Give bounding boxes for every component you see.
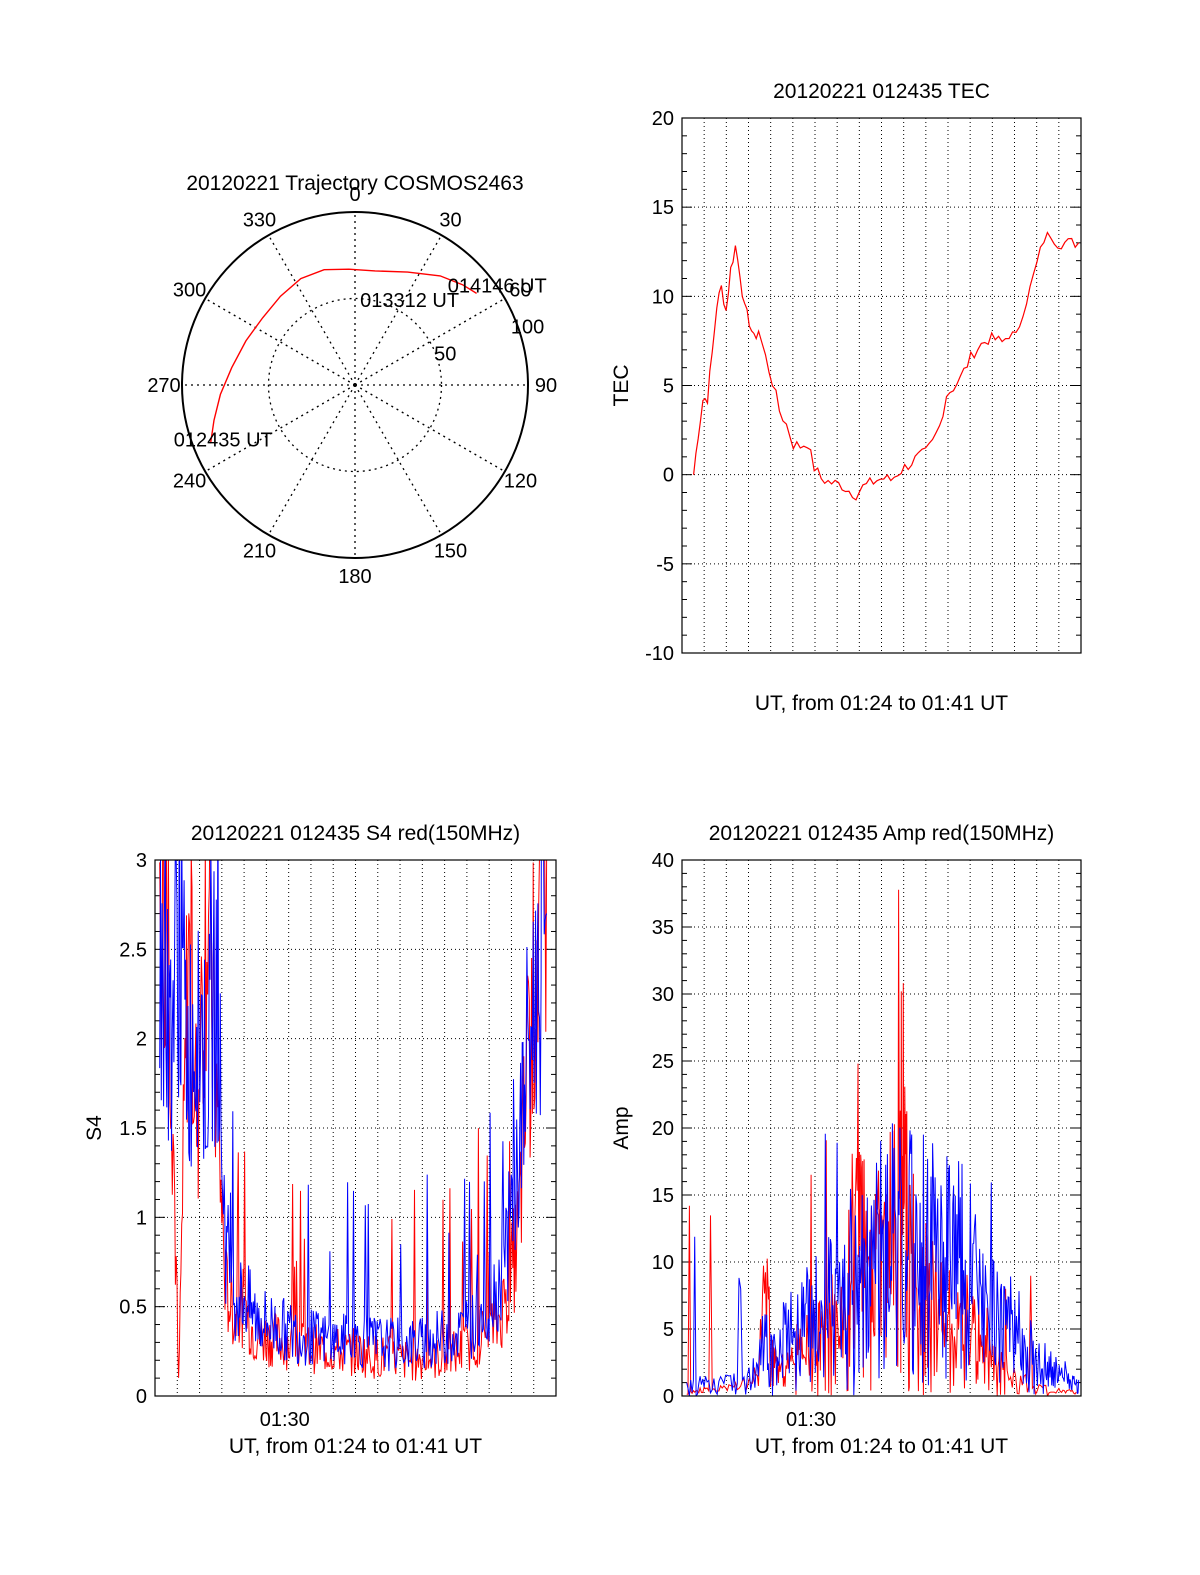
amp-chart: 20120221 012435 Amp red(150MHz) 0 5 10 15 20 2… xyxy=(610,822,1082,1458)
amp-ytick-label: 25 xyxy=(652,1051,674,1073)
amp-series-red xyxy=(686,889,1077,1396)
polar-angle-label: 330 xyxy=(243,210,276,232)
s4-ylabel: S4 xyxy=(83,1115,106,1141)
amp-ylabel: Amp xyxy=(610,1106,633,1149)
tec-ytick-label: 0 xyxy=(663,465,674,487)
s4-series-red xyxy=(159,860,548,1381)
polar-angle-label: 210 xyxy=(243,540,276,562)
tec-ytick-label: -5 xyxy=(656,554,674,576)
polar-angle-label: 90 xyxy=(535,375,557,397)
tec-ytick-label: 20 xyxy=(652,108,674,130)
s4-ytick-label: 2 xyxy=(136,1029,147,1051)
s4-xtick-label: 01:30 xyxy=(260,1409,310,1431)
amp-ytick-label: 20 xyxy=(652,1118,674,1140)
s4-xlabel: UT, from 01:24 to 01:41 UT xyxy=(229,1435,482,1458)
amp-ytick-label: 15 xyxy=(652,1185,674,1207)
amp-ytick-label: 10 xyxy=(652,1252,674,1274)
tec-ytick-label: -10 xyxy=(645,643,674,665)
s4-ytick-label: 1.5 xyxy=(119,1118,147,1140)
tec-ytick-label: 10 xyxy=(652,286,674,308)
amp-frame xyxy=(681,859,1082,1397)
polar-radius-label: 50 xyxy=(434,343,456,365)
polar-spoke xyxy=(267,234,356,386)
amp-xlabel: UT, from 01:24 to 01:41 UT xyxy=(755,1435,1008,1458)
trajectory-annotation: 013312 UT xyxy=(360,290,459,312)
polar-angle-label: 120 xyxy=(504,471,537,493)
polar-angle-label: 150 xyxy=(434,540,467,562)
polar-radius-label: 100 xyxy=(511,317,544,339)
polar-angle-label: 0 xyxy=(349,184,360,206)
trajectory-track xyxy=(209,268,477,444)
amp-ytick-label: 5 xyxy=(663,1319,674,1341)
polar-spoke xyxy=(354,384,443,536)
amp-ytick-label: 30 xyxy=(652,984,674,1006)
s4-ytick-label: 0 xyxy=(136,1386,147,1408)
amp-ytick-label: 0 xyxy=(663,1386,674,1408)
tec-chart: 20120221 012435 TEC -10 -5 0 5 10 15 20 UT, from… xyxy=(610,80,1082,715)
polar-spoke xyxy=(204,384,356,473)
polar-angle-label: 240 xyxy=(173,471,206,493)
amp-ytick-label: 40 xyxy=(652,850,674,872)
amp-ytick-label: 35 xyxy=(652,917,674,939)
s4-ytick-label: 1 xyxy=(136,1207,147,1229)
amp-title: 20120221 012435 Amp red(150MHz) xyxy=(709,822,1055,845)
tec-series-red xyxy=(693,231,1080,501)
polar-spoke xyxy=(204,297,356,386)
trajectory-title: 20120221 Trajectory COSMOS2463 xyxy=(186,172,523,195)
polar-angle-label: 270 xyxy=(147,375,180,397)
trajectory-annotation: 012435 UT xyxy=(174,429,273,451)
s4-series-blue xyxy=(159,860,548,1372)
s4-ytick-label: 2.5 xyxy=(119,939,147,961)
tec-ytick-label: 15 xyxy=(652,197,674,219)
polar-angle-label: 300 xyxy=(173,280,206,302)
tec-title: 20120221 012435 TEC xyxy=(773,80,990,103)
amp-xtick-label: 01:30 xyxy=(786,1409,836,1431)
tec-ytick-label: 5 xyxy=(663,376,674,398)
polar-ring xyxy=(267,297,443,473)
tec-ylabel: TEC xyxy=(610,365,633,407)
polar-spoke xyxy=(354,234,443,386)
polar-angle-label: 30 xyxy=(439,210,461,232)
polar-spoke xyxy=(267,384,356,536)
polar-spoke xyxy=(354,297,506,386)
tec-xlabel: UT, from 01:24 to 01:41 UT xyxy=(755,692,1008,715)
polar-angle-label: 180 xyxy=(338,566,371,588)
amp-series-blue xyxy=(686,1123,1080,1396)
polar-spoke xyxy=(354,384,506,473)
trajectory-annotation: 014146 UT xyxy=(448,276,547,298)
s4-ytick-label: 0.5 xyxy=(119,1297,147,1319)
s4-chart: 20120221 012435 S4 red(150MHz) 0 0.5 1 1.5 2 2… xyxy=(83,822,557,1458)
s4-frame xyxy=(154,859,557,1397)
polar-angle-label: 60 xyxy=(509,280,531,302)
s4-title: 20120221 012435 S4 red(150MHz) xyxy=(191,822,520,845)
s4-ytick-label: 3 xyxy=(136,850,147,872)
tec-frame xyxy=(681,117,1082,654)
polar-outer-circle xyxy=(181,211,529,559)
